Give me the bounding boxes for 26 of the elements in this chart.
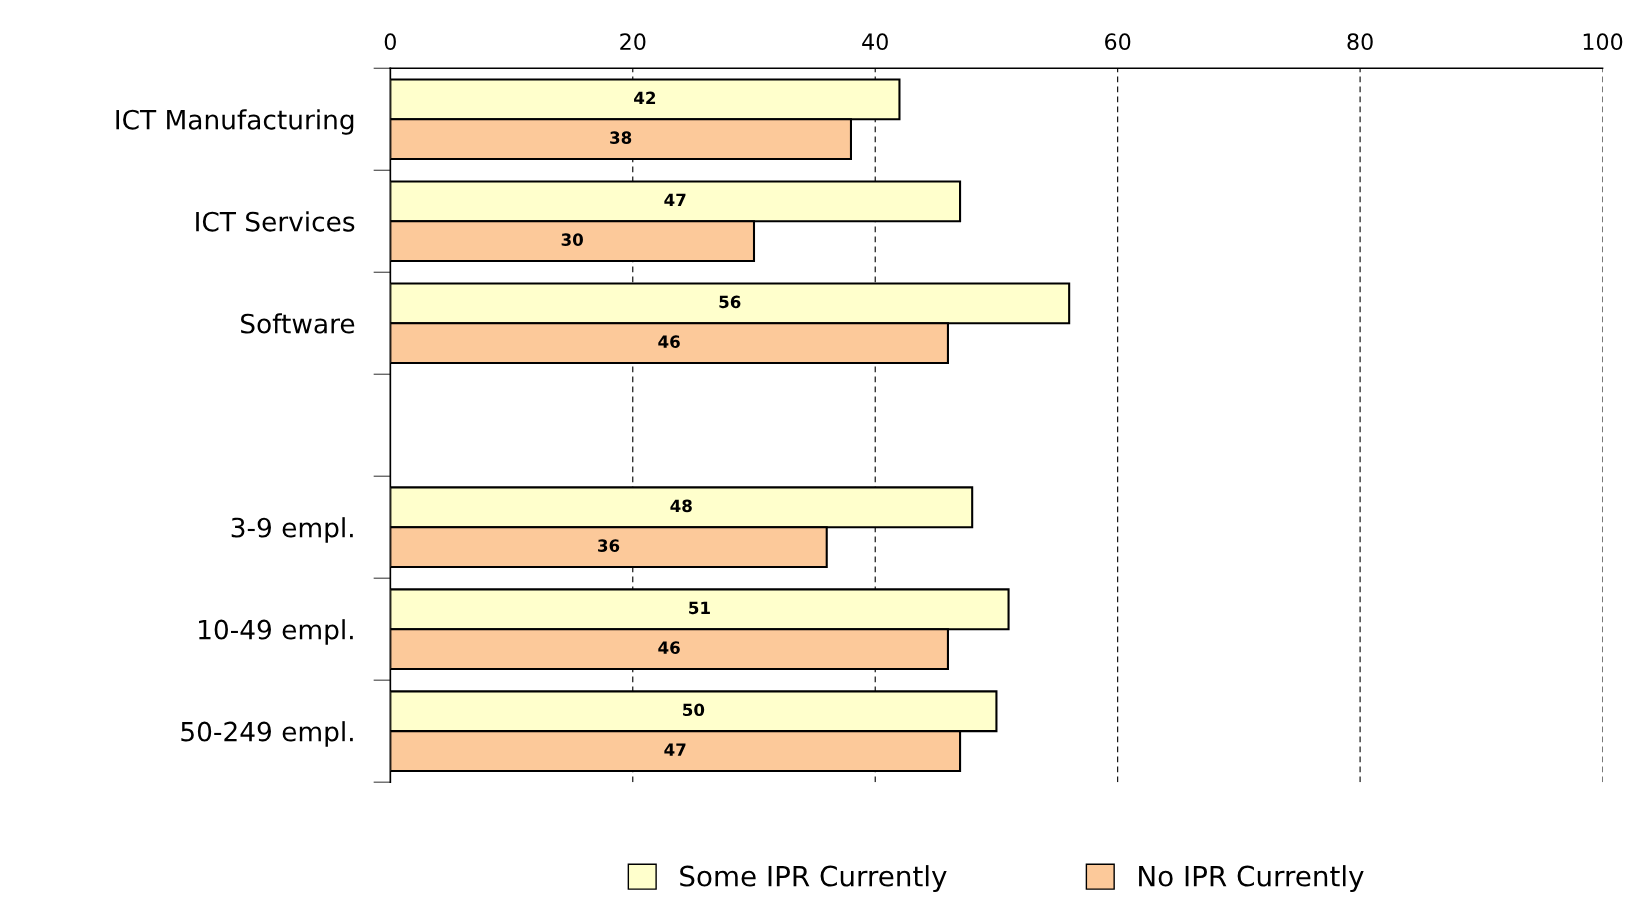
x-tick-label: 80 <box>1347 33 1373 51</box>
y-tick-label: 10-49 empl. <box>199 619 353 645</box>
data-label: 51 <box>689 601 710 615</box>
y-tick-label: ICT Manufacturing <box>116 109 354 135</box>
x-tick-label: 0 <box>384 33 396 51</box>
x-tick-label: 100 <box>1583 33 1623 51</box>
data-label: 56 <box>719 295 741 309</box>
data-label: 48 <box>670 499 692 513</box>
x-tick-label: 40 <box>862 33 888 51</box>
x-tick-label: 20 <box>620 33 646 51</box>
x-tick-label: 60 <box>1105 33 1131 51</box>
data-label: 38 <box>610 131 632 144</box>
data-label: 50 <box>683 703 705 717</box>
legend-label: No IPR Currently <box>1139 865 1364 892</box>
data-label: 47 <box>664 743 686 756</box>
y-tick-label: 3-9 empl. <box>231 517 353 543</box>
y-tick-label: 50-249 empl. <box>181 721 353 747</box>
data-label: 47 <box>664 193 686 206</box>
legend-label: Some IPR Currently <box>680 865 947 892</box>
data-label: 36 <box>598 539 620 552</box>
data-label: 46 <box>658 335 680 348</box>
data-label: 30 <box>561 233 583 246</box>
y-tick-label: Software <box>241 313 355 334</box>
data-label: 42 <box>634 91 656 104</box>
y-tick-label: ICT Services <box>196 211 355 232</box>
data-label: 46 <box>658 641 680 654</box>
